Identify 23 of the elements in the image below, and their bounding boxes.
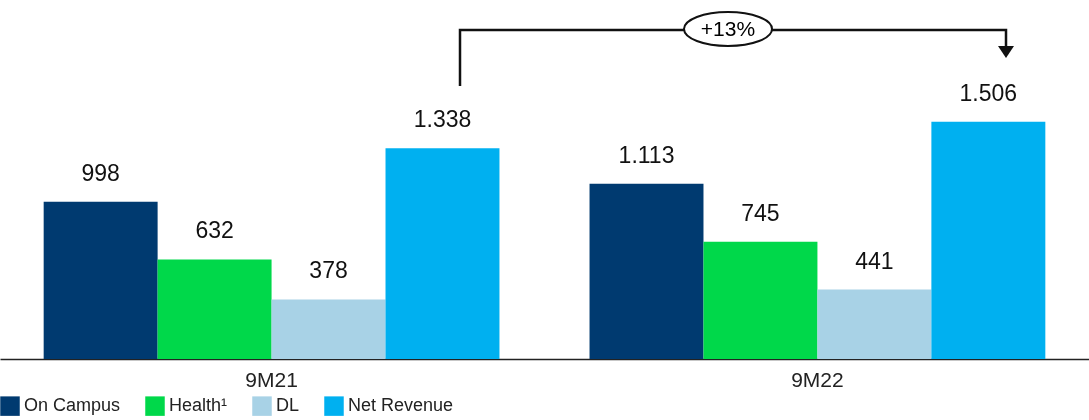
data-label: 632	[195, 217, 234, 244]
legend-label: DL	[276, 395, 300, 416]
bar	[817, 289, 932, 359]
data-label: 1.338	[413, 106, 472, 133]
bar	[385, 148, 500, 359]
legend-label: Net Revenue	[348, 395, 454, 416]
data-label: 1.506	[959, 79, 1018, 106]
x-tick-label: 9M21	[245, 367, 298, 391]
legend-label: Health¹	[169, 395, 228, 416]
data-label: 1.113	[618, 141, 675, 168]
bar	[271, 299, 386, 359]
bar	[931, 121, 1046, 359]
data-label: 998	[81, 159, 120, 186]
text: +13%	[700, 17, 756, 40]
bar	[157, 259, 272, 359]
bar	[703, 241, 818, 359]
legend-label: On Campus	[24, 395, 121, 416]
data-label: 441	[855, 247, 894, 274]
data-label: 745	[741, 199, 780, 226]
data-label: 378	[309, 257, 348, 284]
bar	[589, 183, 704, 359]
x-tick-label: 9M22	[791, 367, 844, 391]
bar	[43, 201, 158, 359]
